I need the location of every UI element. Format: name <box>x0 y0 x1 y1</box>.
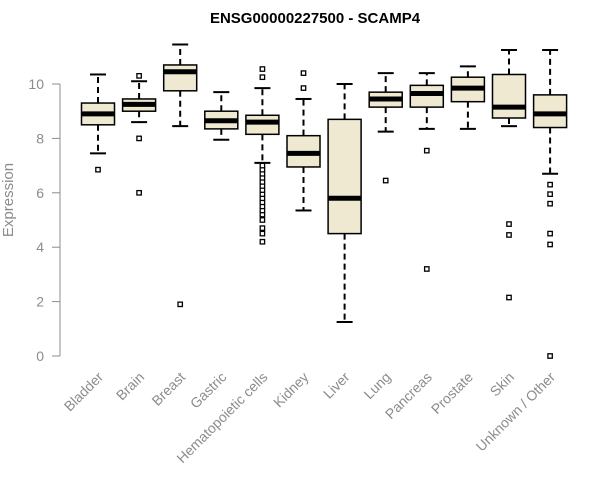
box-pancreas <box>409 72 445 272</box>
box-brain <box>121 72 157 196</box>
x-tick-label: Skin <box>487 369 518 400</box>
box-gastric <box>204 91 239 141</box>
outlier-point <box>259 74 266 81</box>
x-tick-label: Kidney <box>270 369 312 411</box>
box-bladder <box>80 73 116 173</box>
outlier-point <box>300 70 307 76</box>
y-tick-label: 8 <box>36 130 44 146</box>
y-tick-label: 2 <box>36 294 44 310</box>
outlier-point <box>95 166 101 173</box>
iqr-box <box>162 64 198 92</box>
outlier-point <box>259 162 266 169</box>
outlier-point <box>547 230 553 237</box>
outlier-point <box>259 238 266 245</box>
outlier-point <box>259 230 266 237</box>
outlier-point <box>423 266 430 272</box>
box-hematopoietic-cells <box>245 66 280 245</box>
x-tick-label: Brain <box>113 369 147 403</box>
outlier-point <box>300 85 307 91</box>
outlier-point <box>136 72 142 79</box>
outlier-point <box>506 232 512 238</box>
outlier-point <box>259 66 266 72</box>
chart-title: ENSG00000227500 - SCAMP4 <box>210 10 421 27</box>
iqr-box <box>409 84 445 108</box>
outlier-point <box>547 191 553 198</box>
iqr-box <box>491 73 527 119</box>
outlier-point <box>136 189 142 196</box>
outlier-point <box>547 200 553 207</box>
outlier-point <box>259 217 266 223</box>
outlier-point <box>547 241 553 248</box>
box-liver <box>327 83 362 323</box>
y-tick-label: 6 <box>36 185 44 201</box>
box-kidney <box>286 70 321 212</box>
outlier-point <box>259 225 266 232</box>
x-tick-label: Prostate <box>428 369 476 417</box>
y-axis: 0 2 4 6 8 10 <box>28 76 61 364</box>
outlier-point <box>547 353 553 359</box>
x-tick-label: Bladder <box>61 369 107 415</box>
box-lung <box>368 72 403 184</box>
x-tick-label: Liver <box>320 369 353 402</box>
iqr-box <box>532 94 568 129</box>
y-tick-label: 0 <box>36 348 44 364</box>
outlier-point <box>547 181 553 188</box>
boxes-layer <box>80 43 568 359</box>
outlier-point <box>423 147 430 154</box>
x-tick-label: Breast <box>148 369 188 409</box>
x-tick-label: Lung <box>360 369 393 402</box>
y-axis-label: Expression <box>0 163 17 237</box>
iqr-box <box>327 118 362 235</box>
iqr-box <box>245 114 280 136</box>
outlier-point <box>136 135 142 142</box>
box-unknown-other <box>532 49 568 359</box>
outlier-point <box>506 221 512 227</box>
box-skin <box>491 49 527 301</box>
y-tick-label: 4 <box>36 239 44 255</box>
box-prostate <box>450 65 486 130</box>
outlier-point <box>382 177 389 184</box>
y-tick-label: 10 <box>28 76 44 92</box>
box-breast <box>162 43 198 308</box>
outlier-point <box>177 301 184 308</box>
outlier-point <box>506 294 512 301</box>
